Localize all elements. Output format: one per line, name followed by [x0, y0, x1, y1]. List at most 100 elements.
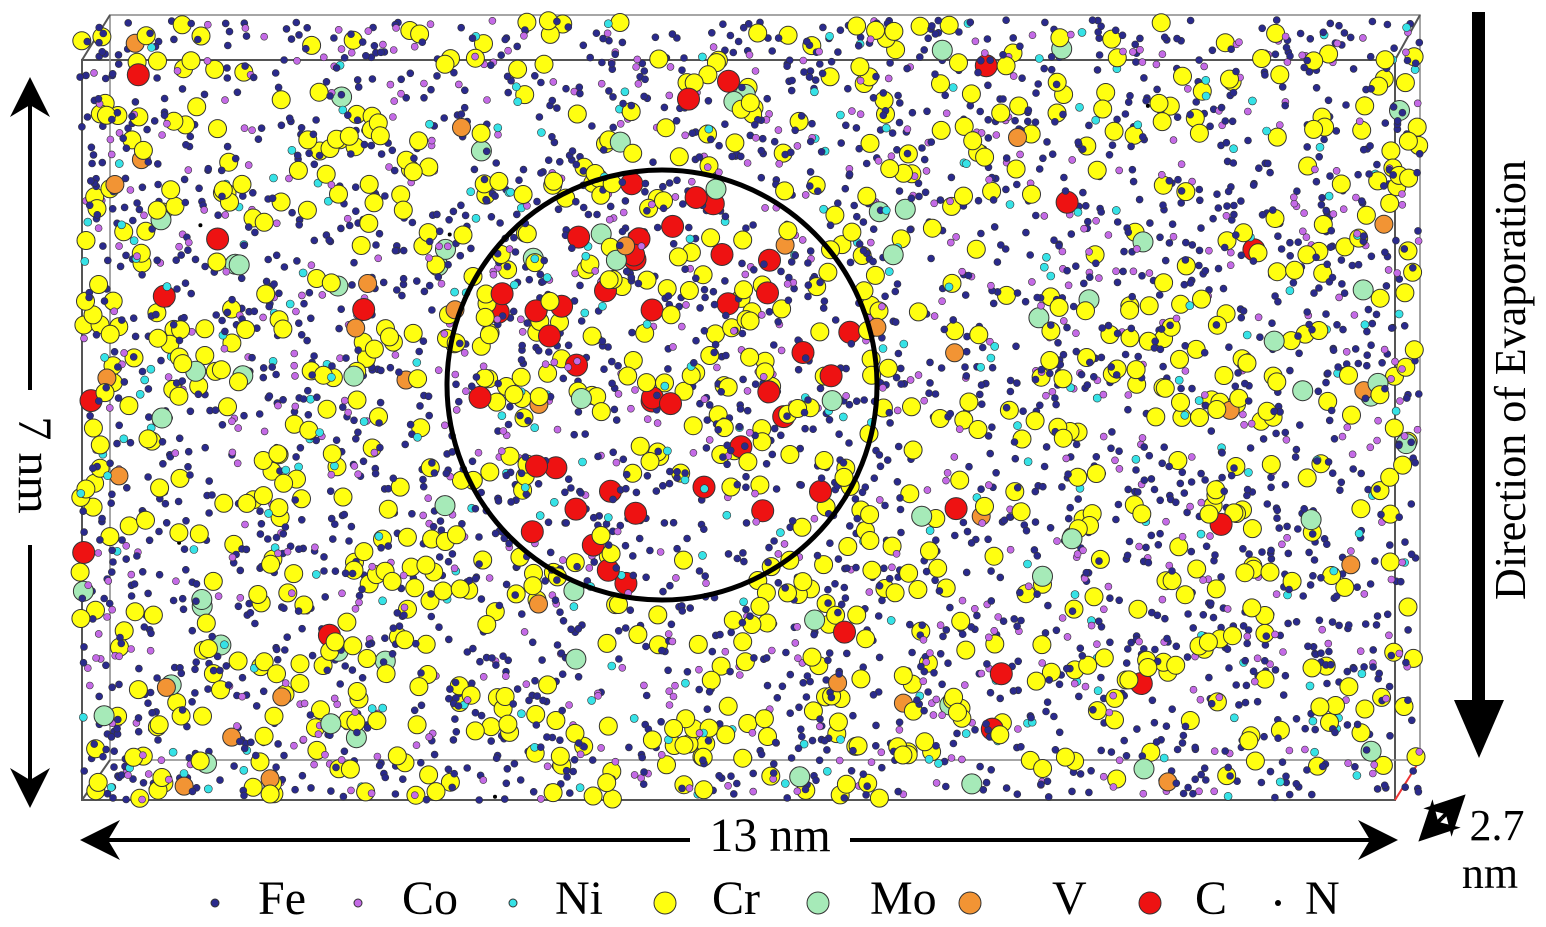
atom	[604, 20, 612, 28]
atom	[1110, 692, 1117, 699]
atom	[990, 196, 997, 203]
atom	[446, 216, 453, 223]
atom	[719, 697, 737, 715]
atom	[962, 730, 970, 738]
atom	[1166, 463, 1173, 470]
atom	[343, 355, 350, 362]
atom	[527, 706, 545, 724]
atom	[275, 290, 282, 297]
atom	[1219, 474, 1226, 481]
atom	[705, 737, 712, 744]
atom	[79, 595, 86, 602]
atom	[658, 718, 665, 725]
atom	[932, 71, 939, 78]
atom	[241, 792, 248, 799]
atom	[665, 720, 683, 738]
atom	[498, 448, 505, 455]
atom	[1402, 539, 1409, 546]
atom	[1343, 406, 1361, 424]
atom	[304, 387, 311, 394]
atom	[149, 52, 167, 70]
atom	[662, 306, 680, 324]
atom	[523, 491, 530, 498]
atom	[684, 668, 691, 675]
atom	[292, 372, 299, 379]
atom	[1025, 107, 1032, 114]
atom	[1050, 298, 1068, 316]
atom	[361, 141, 368, 148]
atom	[296, 31, 303, 38]
atom	[741, 312, 759, 330]
atom	[973, 612, 980, 619]
atom	[299, 269, 307, 277]
atom	[376, 762, 383, 769]
atom	[769, 48, 776, 55]
atom	[1088, 161, 1106, 179]
atom	[93, 655, 100, 662]
atom	[204, 785, 212, 793]
atom	[610, 496, 617, 503]
atom	[108, 151, 115, 158]
atom	[1047, 322, 1054, 329]
atom	[1198, 499, 1205, 506]
atom	[344, 637, 362, 655]
atom	[1315, 285, 1322, 292]
atom	[569, 148, 576, 155]
atom	[759, 249, 781, 271]
atom	[249, 189, 256, 196]
atom	[846, 440, 853, 447]
atom	[1153, 113, 1171, 131]
atom	[795, 366, 802, 373]
atom	[410, 155, 417, 162]
atom	[229, 255, 249, 275]
atom	[932, 31, 939, 38]
atom	[445, 636, 452, 643]
atom	[517, 316, 524, 323]
atom	[395, 369, 402, 376]
atom	[252, 752, 259, 759]
atom	[258, 520, 265, 527]
atom	[230, 373, 248, 391]
atom	[257, 531, 264, 538]
atom	[1216, 694, 1223, 701]
atom	[670, 343, 677, 350]
atom	[1108, 445, 1115, 452]
atom	[377, 367, 384, 374]
atom	[1124, 646, 1131, 653]
atom	[641, 769, 648, 776]
legend-label: Ni	[555, 872, 603, 925]
atom	[1176, 586, 1194, 604]
atom	[975, 69, 982, 76]
atom	[514, 43, 521, 50]
atom	[380, 659, 387, 666]
atom	[1100, 433, 1107, 440]
atom	[1250, 258, 1257, 265]
atom	[1179, 739, 1186, 746]
atom	[680, 282, 698, 300]
atom	[176, 435, 183, 442]
atom	[1100, 391, 1107, 398]
atom	[189, 788, 196, 795]
atom	[760, 373, 767, 380]
legend-label: C	[1195, 872, 1227, 925]
atom	[398, 90, 405, 97]
atom	[739, 453, 757, 471]
atom	[608, 358, 615, 365]
atom	[1345, 622, 1352, 629]
atom	[359, 39, 366, 46]
atom	[977, 763, 984, 770]
atom	[294, 152, 301, 159]
atom	[445, 558, 452, 565]
atom	[147, 365, 155, 373]
atom	[109, 547, 116, 554]
atom	[1087, 465, 1105, 483]
atom	[979, 520, 986, 527]
atom	[469, 35, 476, 42]
atom	[298, 516, 305, 523]
atom	[428, 613, 435, 620]
atom	[291, 655, 309, 673]
atom	[145, 700, 152, 707]
atom	[257, 508, 264, 515]
atom	[729, 153, 736, 160]
atom	[298, 124, 305, 131]
